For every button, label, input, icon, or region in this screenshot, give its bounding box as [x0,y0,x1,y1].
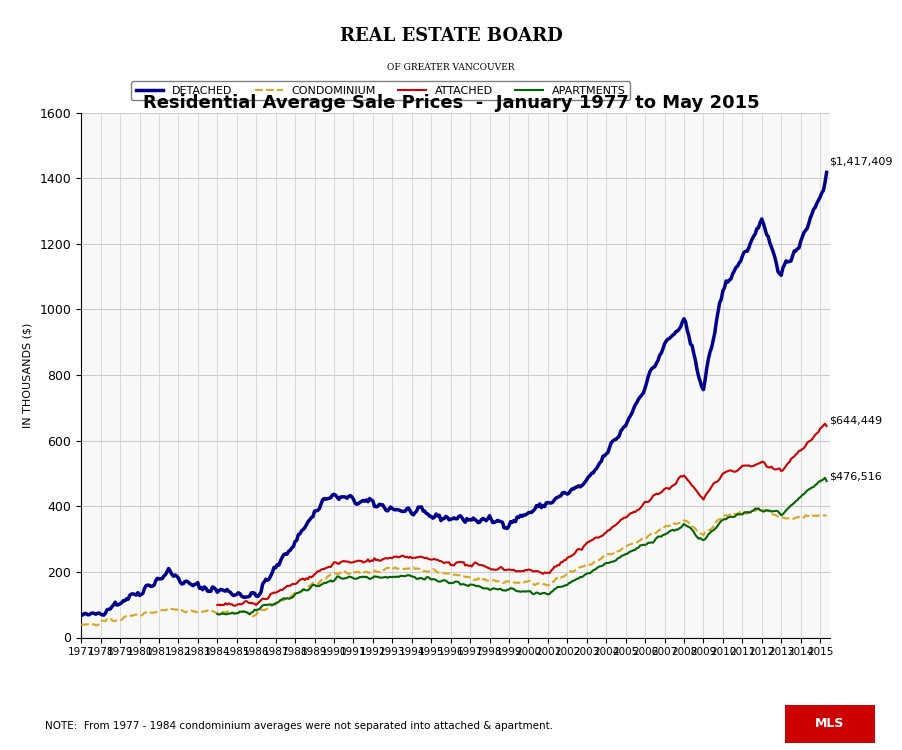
Text: $1,417,409: $1,417,409 [829,157,892,166]
Legend: DETACHED, CONDOMINIUM, ATTACHED, APARTMENTS: DETACHED, CONDOMINIUM, ATTACHED, APARTME… [131,81,630,100]
Text: $644,449: $644,449 [829,416,882,426]
Text: OF GREATER VANCOUVER: OF GREATER VANCOUVER [387,63,515,72]
Text: Residential Average Sale Prices  -  January 1977 to May 2015: Residential Average Sale Prices - Januar… [143,94,759,112]
Y-axis label: IN THOUSANDS ($): IN THOUSANDS ($) [23,322,32,428]
Text: REAL ESTATE BOARD: REAL ESTATE BOARD [340,27,562,45]
Text: MLS: MLS [815,717,844,730]
Text: $476,516: $476,516 [829,472,881,482]
Text: NOTE:  From 1977 - 1984 condominium averages were not separated into attached & : NOTE: From 1977 - 1984 condominium avera… [45,722,553,731]
